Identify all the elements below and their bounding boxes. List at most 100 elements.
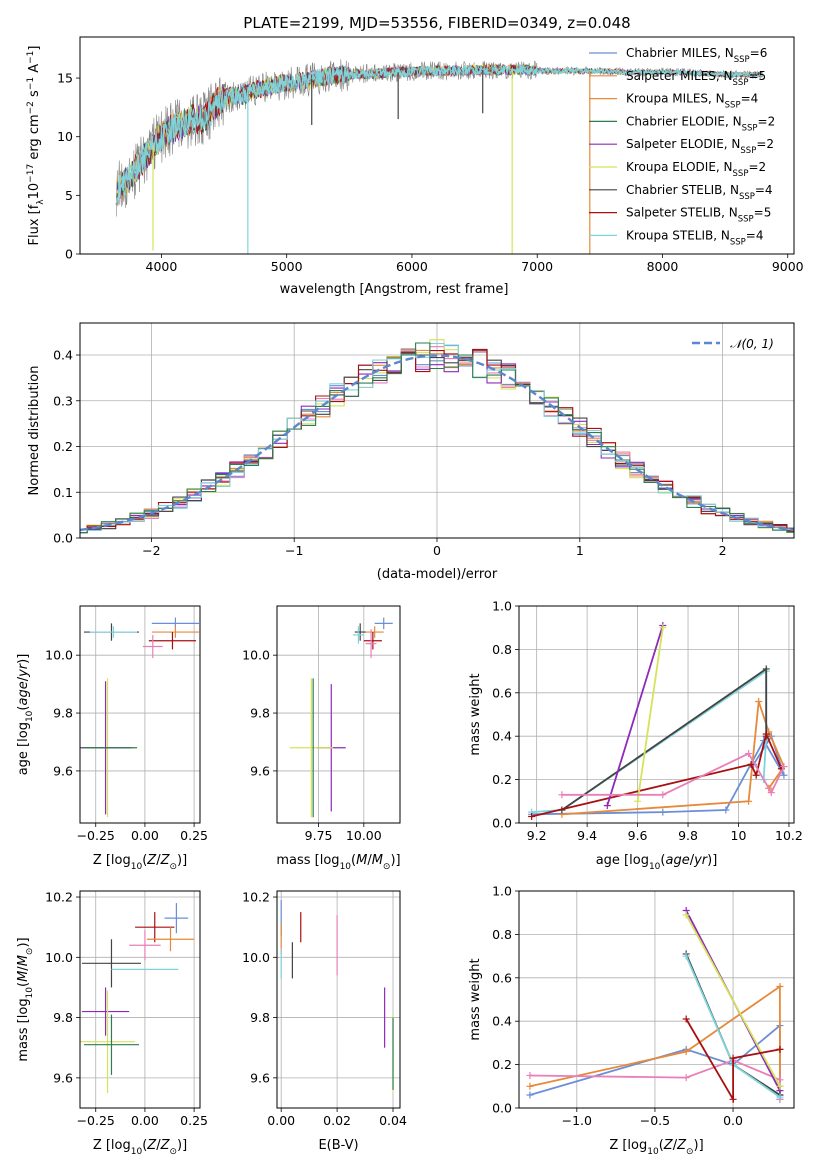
y-axis-label: mass [log10(M/M⊙)] <box>16 937 35 1061</box>
error-point <box>365 629 377 659</box>
y-tick-label: 10.0 <box>45 648 73 663</box>
x-tick-label: 0.0 <box>723 1113 743 1128</box>
axes-frame <box>79 890 201 1109</box>
weight-marker <box>659 624 667 632</box>
weight-marker <box>745 750 753 758</box>
weight-marker <box>558 791 566 799</box>
axes-frame <box>79 605 201 824</box>
plot-area <box>526 907 784 1103</box>
y-axis-label: age [log10(age/yr)] <box>16 654 35 776</box>
x-tick-label: 4000 <box>146 259 178 274</box>
panel-mass-age: 9.75 10.00 9.6 9.8 10.0 mass [log10(M/M⊙)] <box>242 605 401 872</box>
x-tick-label: 1 <box>576 543 584 558</box>
x-axis-label: (data-model)/error <box>377 567 498 582</box>
panel-spectrum: 4000 5000 6000 7000 8000 9000 0 5 10 15 Chabrier M… <box>26 36 804 297</box>
y-tick-label: 0.1 <box>53 485 73 500</box>
weight-marker <box>659 791 667 799</box>
y-tick-label: 0.0 <box>492 1101 512 1116</box>
error-point <box>352 626 364 644</box>
weight-marker <box>722 806 730 814</box>
weight-marker <box>780 771 788 779</box>
y-tick-label: 9.6 <box>53 763 73 778</box>
x-tick-label: 10.2 <box>775 828 803 843</box>
weight-marker <box>526 1071 534 1079</box>
y-tick-label: 0.8 <box>492 927 512 942</box>
weight-series-chabrier_stelib <box>558 665 770 814</box>
legend-entry: Chabrier MILES, NSSP=6 <box>626 46 767 65</box>
x-axis-label: Z [log10(Z/Z⊙)] <box>93 853 187 872</box>
weight-line <box>561 667 768 811</box>
panel-z-mass: −0.25 0.00 0.25 9.6 9.8 10.0 10.2 Z [log10(Z/Z⊙… <box>16 890 208 1157</box>
error-point <box>365 626 384 638</box>
error-point <box>164 903 189 934</box>
y-tick-label: 10.0 <box>45 950 73 965</box>
x-tick-label: 9.8 <box>678 828 698 843</box>
error-point <box>81 987 130 1036</box>
plot-area <box>289 617 393 818</box>
plot-area <box>280 900 394 1093</box>
error-point <box>354 623 366 641</box>
panel-z-weight: −1.0 −0.5 0.0 0.0 0.2 0.4 0.6 0.8 1.0 Z [log10(Z/… <box>468 884 795 1157</box>
legend-entry: Chabrier ELODIE, NSSP=2 <box>626 114 775 133</box>
plot-area <box>80 617 200 818</box>
weight-marker <box>762 665 770 673</box>
weight-marker <box>776 982 784 990</box>
weight-marker <box>762 730 770 738</box>
y-tick-label: 0.0 <box>492 816 512 831</box>
y-tick-label: 0.3 <box>53 393 73 408</box>
weight-marker <box>767 789 775 797</box>
plot-area <box>528 622 788 820</box>
x-axis-label: Z [log10(Z/Z⊙)] <box>93 1138 187 1157</box>
error-point <box>146 927 195 952</box>
axes-frame <box>518 890 795 1109</box>
weight-marker <box>776 1076 784 1084</box>
residual-legend: 𝒩(0, 1) <box>692 337 774 351</box>
weight-series-salpeter_miles <box>558 697 788 818</box>
x-tick-label: 0.25 <box>180 828 208 843</box>
weight-marker <box>776 1093 784 1101</box>
y-tick-label: 0.2 <box>492 1057 512 1072</box>
plot-area <box>80 339 794 534</box>
error-point <box>89 626 138 638</box>
weight-marker <box>729 1054 737 1062</box>
x-tick-label: 0.04 <box>379 1113 407 1128</box>
error-point <box>151 626 200 638</box>
error-point <box>374 617 393 630</box>
legend-entry: Salpeter MILES, NSSP=5 <box>626 69 766 88</box>
x-tick-label: 0.25 <box>180 1113 208 1128</box>
weight-marker <box>682 1015 690 1023</box>
y-tick-label: 0.2 <box>492 772 512 787</box>
y-axis-label: Flux [fλ10−17 erg cm−2 s−1 A−1] <box>26 46 46 246</box>
y-tick-label: 10 <box>57 129 73 144</box>
legend-entry: Salpeter ELODIE, NSSP=2 <box>626 137 774 156</box>
x-tick-label: 0.02 <box>323 1113 351 1128</box>
weight-marker <box>682 952 690 960</box>
weight-line <box>606 625 664 806</box>
y-tick-label: 0.4 <box>53 348 73 363</box>
y-tick-label: 1.0 <box>492 884 512 899</box>
x-tick-label: 9.4 <box>577 828 597 843</box>
error-point <box>363 632 382 650</box>
y-tick-label: 9.6 <box>250 1070 270 1085</box>
x-tick-label: −0.25 <box>77 828 115 843</box>
weight-marker <box>776 1082 784 1090</box>
y-tick-label: 9.8 <box>250 1010 270 1025</box>
weight-marker <box>526 1091 534 1099</box>
weight-series-salpeter_elodie <box>603 622 667 810</box>
weight-marker <box>528 812 536 820</box>
x-tick-label: 6000 <box>396 259 428 274</box>
spectrum-legend: Chabrier MILES, NSSP=6 Salpeter MILES, NS… <box>589 46 775 247</box>
weight-marker <box>745 797 753 805</box>
x-tick-label: 10.00 <box>346 828 382 843</box>
y-tick-label: 9.8 <box>53 706 73 721</box>
y-axis-label: mass weight <box>468 673 483 755</box>
x-tick-label: 0.00 <box>131 828 159 843</box>
weight-marker <box>682 911 690 919</box>
x-axis-label: wavelength [Angstrom, rest frame] <box>280 282 509 297</box>
legend-entry: 𝒩(0, 1) <box>730 337 774 351</box>
y-tick-label: 10.2 <box>45 890 73 905</box>
x-tick-label: −1.0 <box>562 1113 592 1128</box>
normal-curve <box>80 354 794 532</box>
x-tick-label: 0 <box>433 543 441 558</box>
